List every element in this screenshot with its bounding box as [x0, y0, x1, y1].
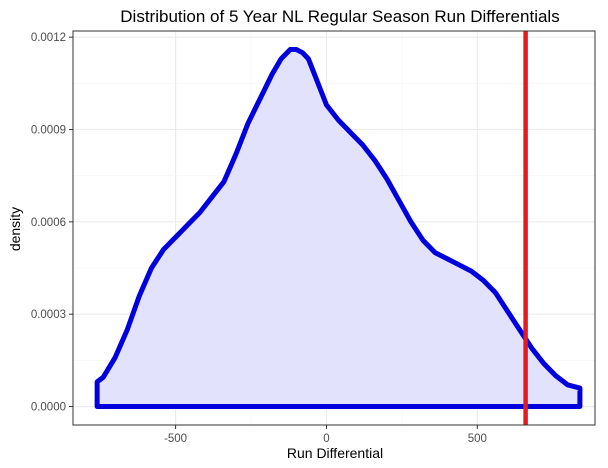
y-axis-ticks: 0.0000 0.0003 0.0006 0.0009 0.0012 — [31, 32, 73, 414]
y-axis-title: density — [7, 207, 23, 251]
x-axis-ticks: -500 0 500 — [164, 425, 487, 445]
density-area — [94, 46, 583, 410]
y-tick-label: 0.0003 — [31, 309, 66, 321]
panel-border — [72, 30, 596, 426]
x-tick-label: 500 — [468, 433, 487, 445]
plot-marks — [94, 31, 583, 425]
y-tick-label: 0.0000 — [31, 402, 66, 414]
chart-title: Distribution of 5 Year NL Regular Season… — [120, 7, 559, 26]
x-tick-label: 0 — [323, 433, 329, 445]
y-tick-label: 0.0012 — [31, 32, 66, 44]
y-tick-label: 0.0009 — [31, 125, 66, 137]
y-tick-label: 0.0006 — [31, 217, 66, 229]
x-axis-title: Run Differential — [287, 445, 383, 461]
x-tick-label: -500 — [164, 433, 187, 445]
